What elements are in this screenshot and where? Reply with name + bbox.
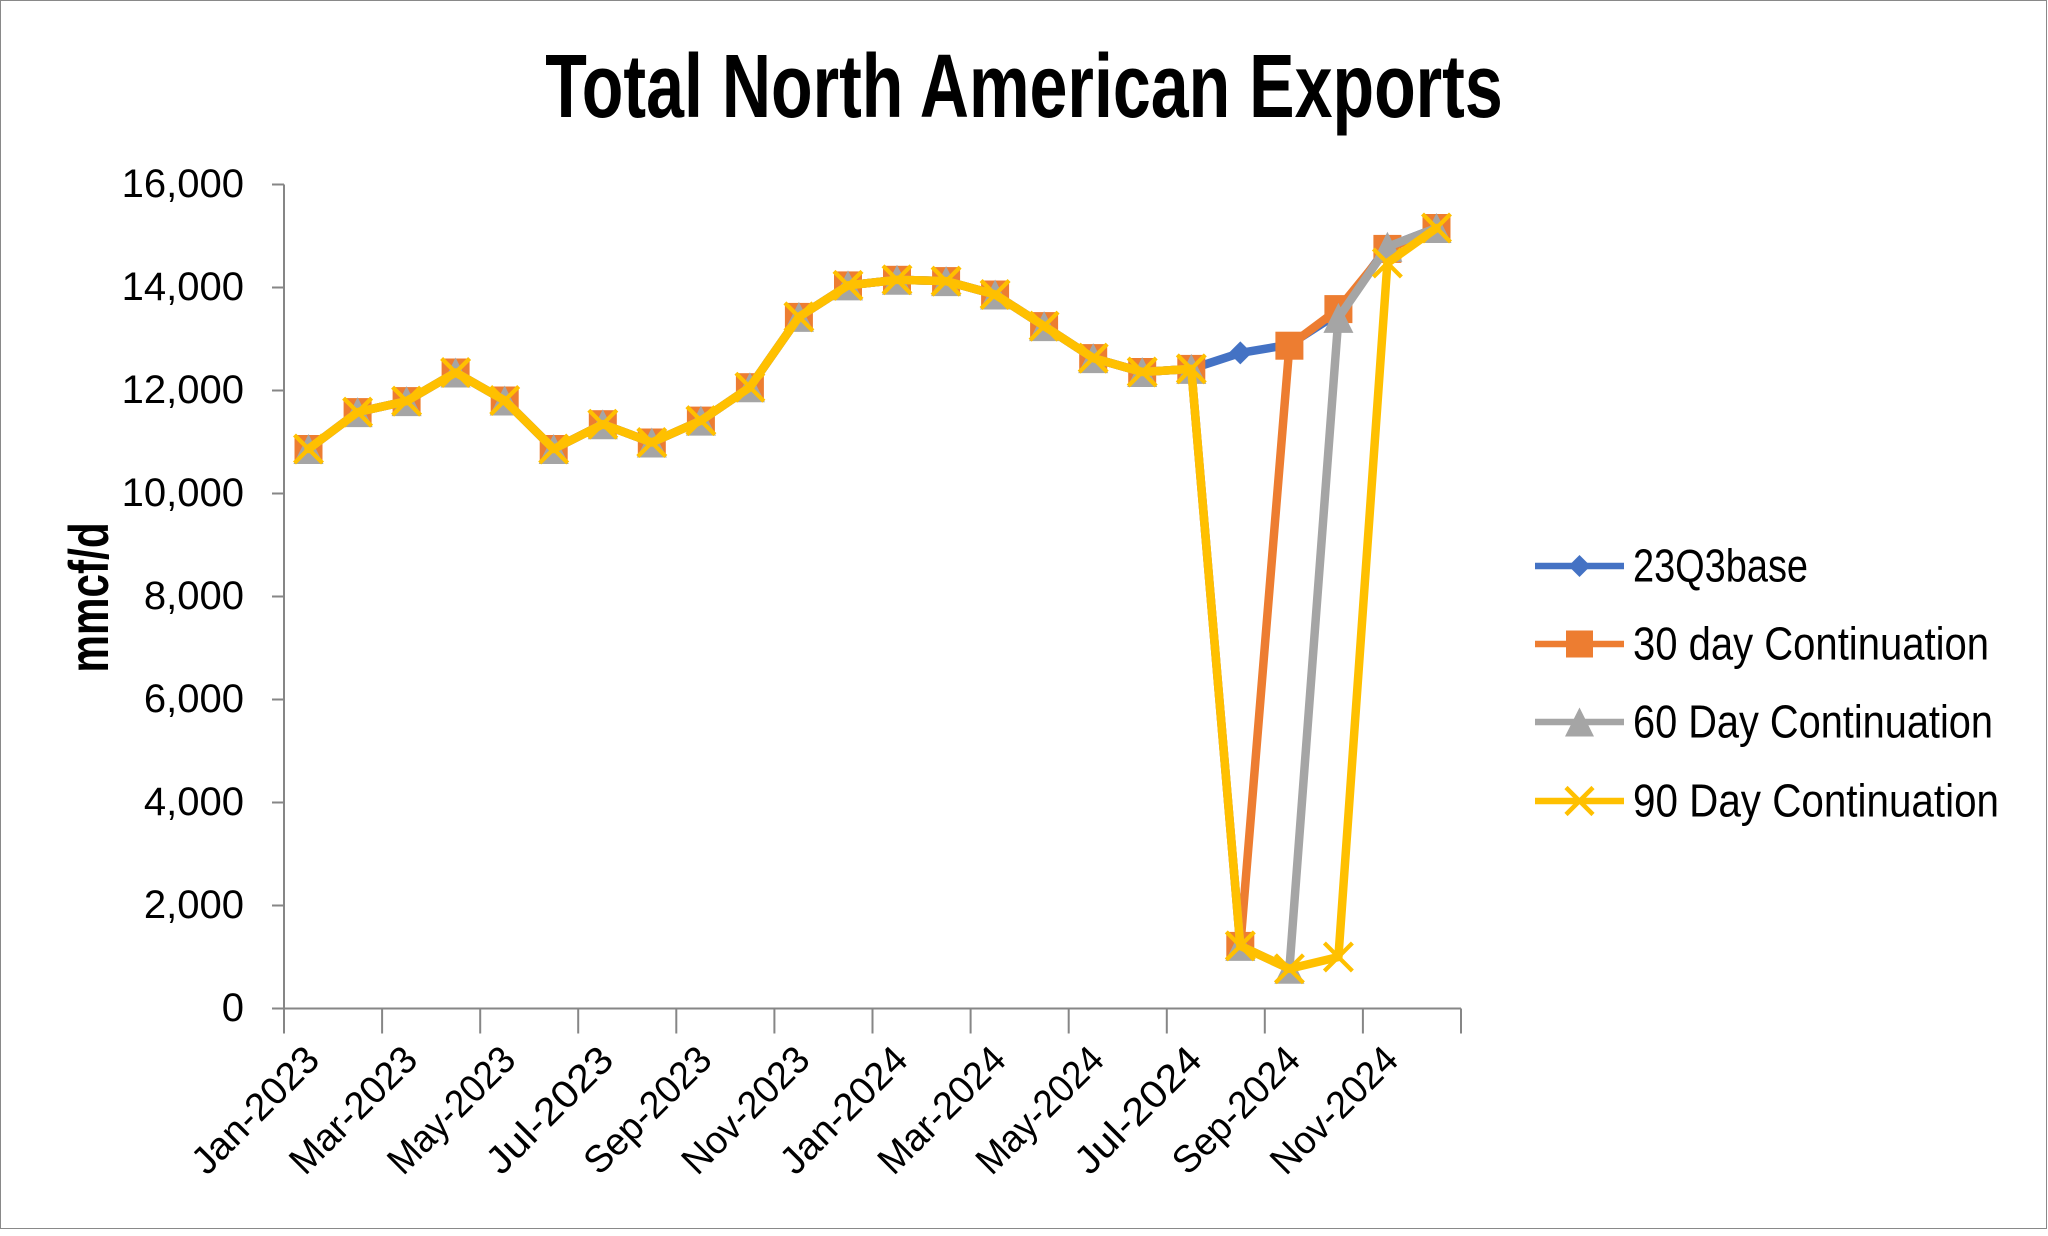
svg-text:90 Day Continuation: 90 Day Continuation [1633,775,1999,827]
svg-text:14,000: 14,000 [122,265,244,309]
svg-text:12,000: 12,000 [122,368,244,412]
svg-text:Total North American Exports: Total North American Exports [545,36,1503,136]
svg-text:30 day Continuation: 30 day Continuation [1633,618,1989,670]
svg-text:23Q3base: 23Q3base [1633,540,1808,592]
svg-text:60 Day Continuation: 60 Day Continuation [1633,696,1993,748]
svg-text:0: 0 [222,986,244,1030]
svg-text:mmcf/d: mmcf/d [57,522,120,672]
svg-text:2,000: 2,000 [144,883,244,927]
svg-text:8,000: 8,000 [144,574,244,618]
svg-text:4,000: 4,000 [144,780,244,824]
svg-text:10,000: 10,000 [122,471,244,515]
svg-text:16,000: 16,000 [122,162,244,206]
svg-text:6,000: 6,000 [144,677,244,721]
